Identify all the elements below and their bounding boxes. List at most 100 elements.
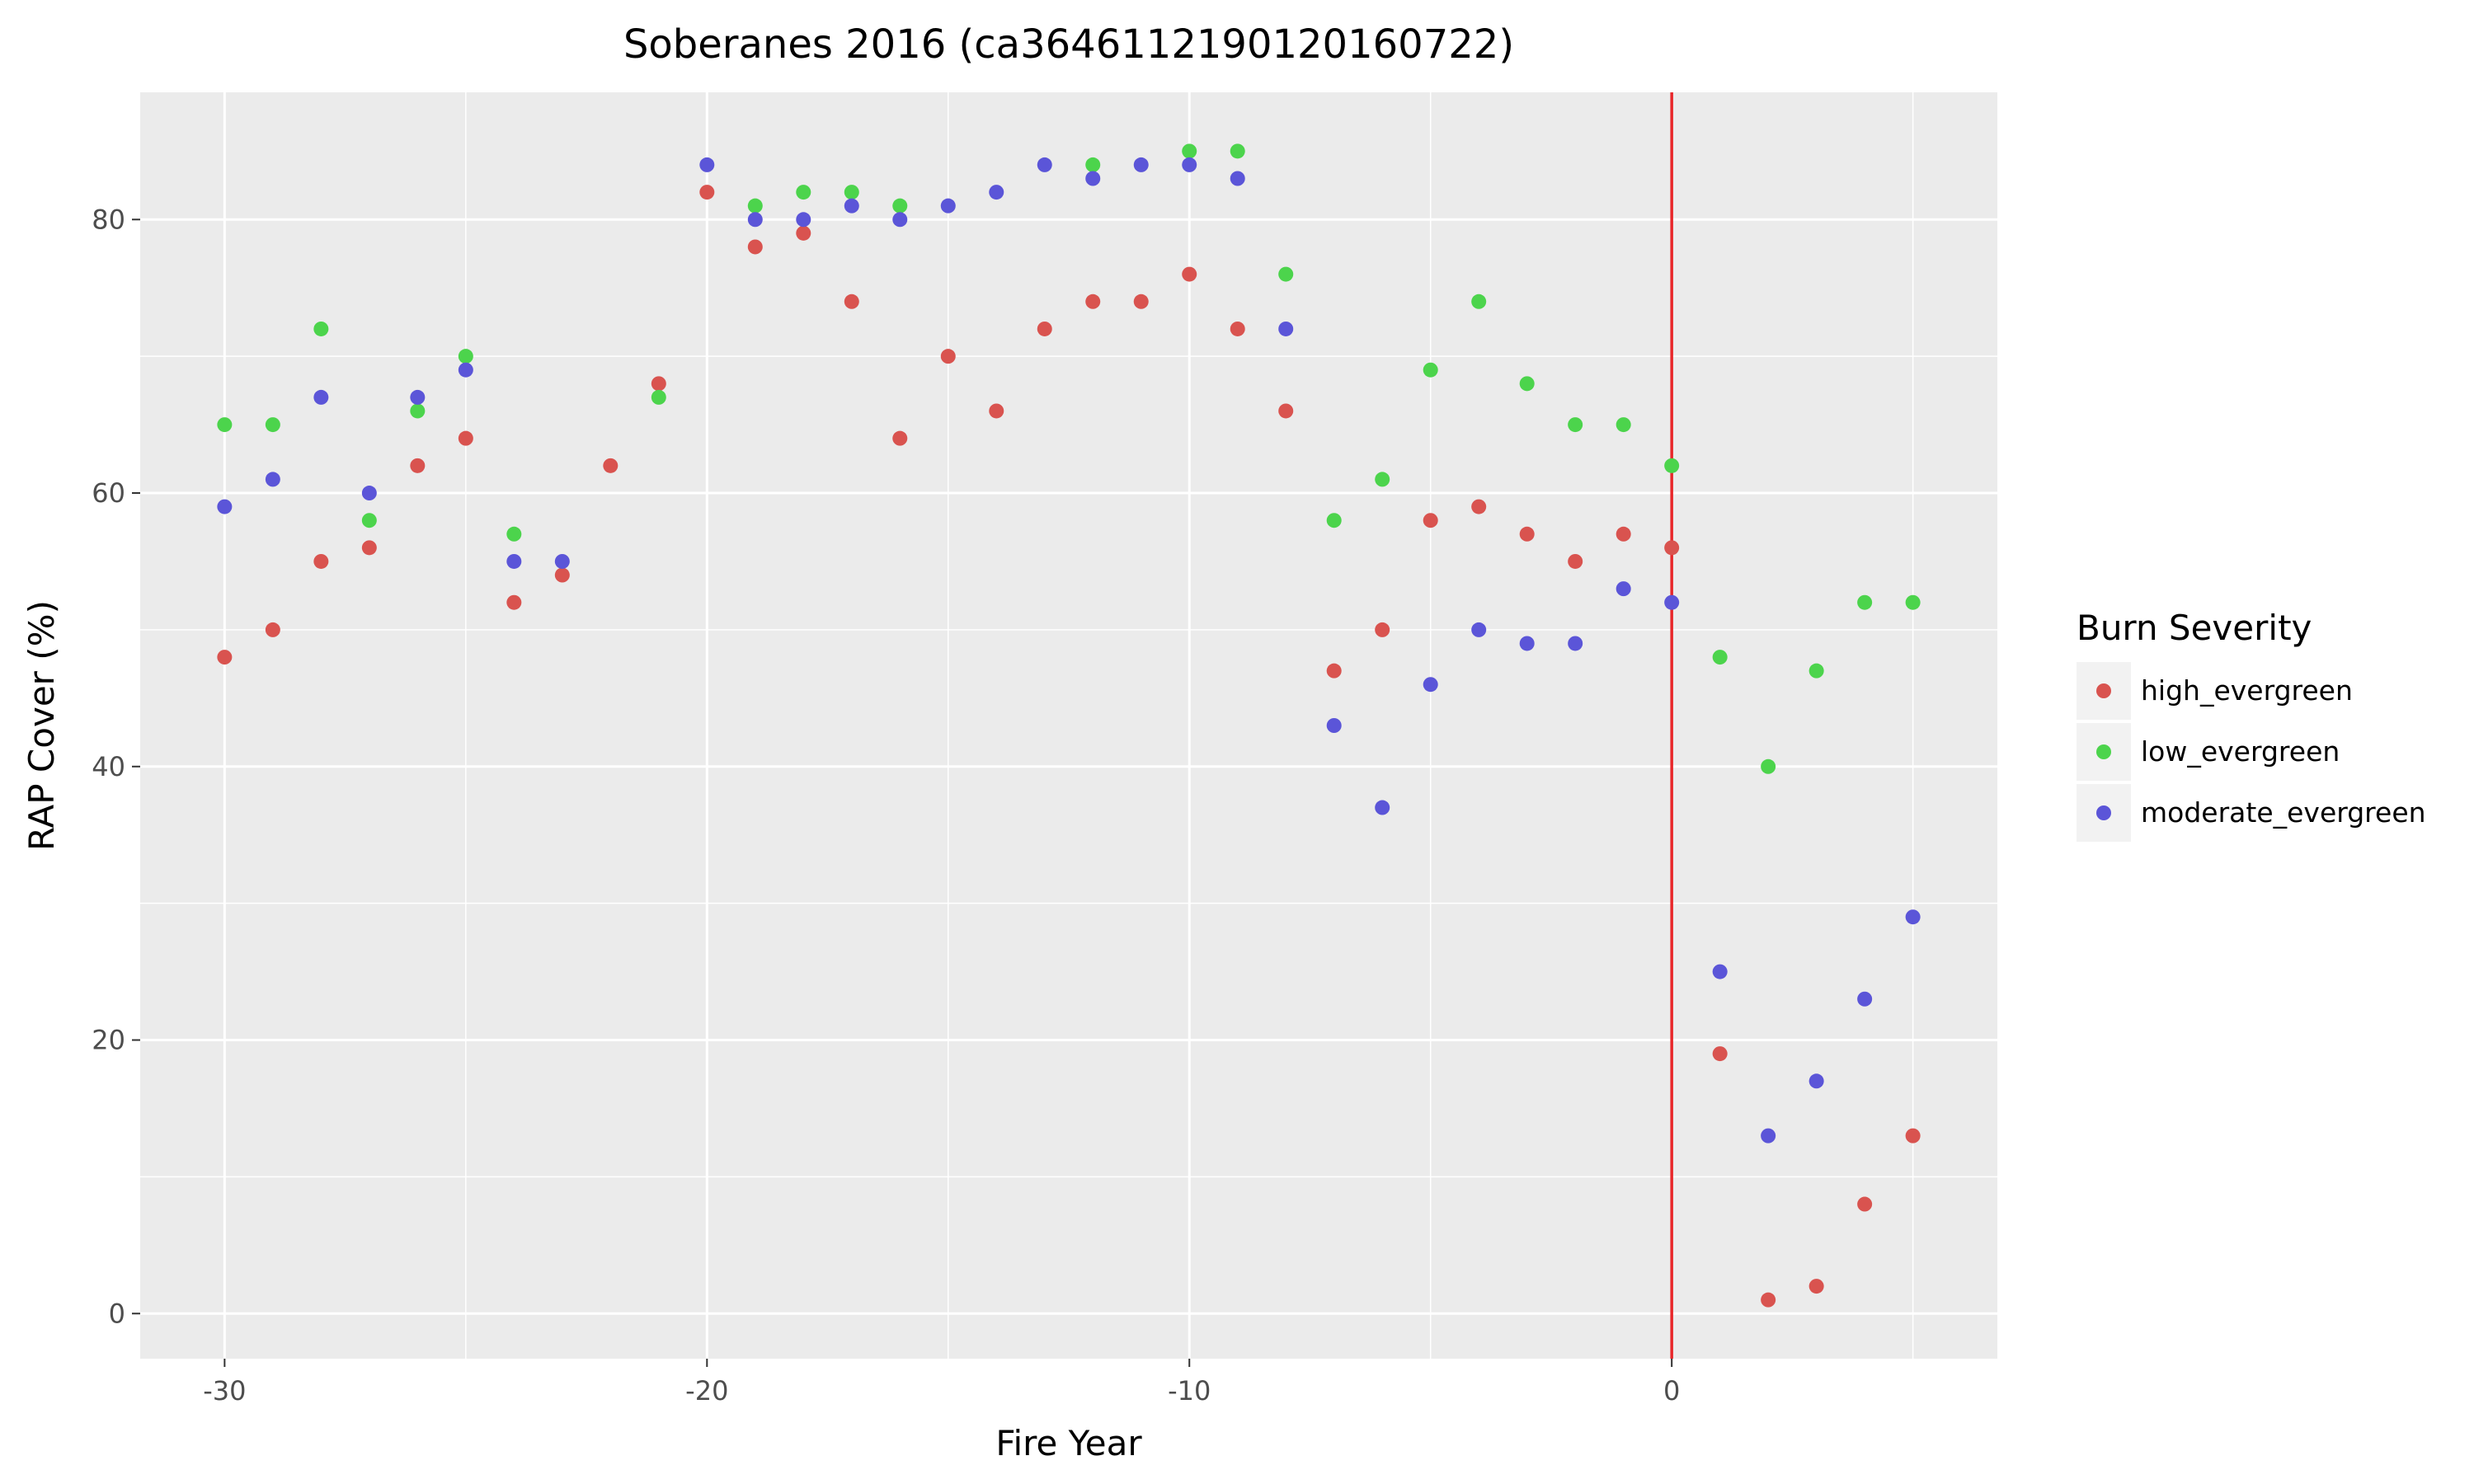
moderate_evergreen-point xyxy=(1326,718,1342,733)
low_evergreen-point xyxy=(1278,266,1294,282)
high_evergreen-point xyxy=(554,567,570,583)
moderate_evergreen-point xyxy=(1085,171,1101,186)
low_evergreen-point xyxy=(1519,376,1535,392)
moderate_evergreen-point xyxy=(554,553,570,569)
high_evergreen-point xyxy=(458,430,473,446)
moderate_evergreen-point xyxy=(1182,157,1197,172)
moderate_evergreen-point xyxy=(1037,157,1052,172)
high_evergreen-point xyxy=(1808,1279,1824,1294)
high_evergreen-point xyxy=(1326,663,1342,679)
moderate_evergreen-point xyxy=(940,198,956,214)
low_evergreen-point xyxy=(844,185,859,200)
legend-label: low_evergreen xyxy=(2141,735,2340,768)
moderate_evergreen-point xyxy=(844,198,859,214)
high_evergreen-point xyxy=(361,540,377,556)
x-axis-title: Fire Year xyxy=(995,1423,1142,1463)
low_evergreen-point xyxy=(1568,417,1583,433)
high_evergreen-point xyxy=(989,403,1004,419)
y-tick-label: 80 xyxy=(92,204,125,235)
low_evergreen-point xyxy=(1905,594,1921,610)
high_evergreen-point xyxy=(1519,526,1535,542)
low_evergreen-point xyxy=(506,526,522,542)
high_evergreen-point xyxy=(892,430,908,446)
low_evergreen-point xyxy=(796,185,811,200)
low_evergreen-point xyxy=(1808,663,1824,679)
high_evergreen-point xyxy=(940,349,956,364)
high_evergreen-point xyxy=(313,553,329,569)
low_evergreen-point xyxy=(313,321,329,336)
low_evergreen-point xyxy=(410,403,426,419)
moderate_evergreen-point xyxy=(796,212,811,228)
moderate_evergreen-point xyxy=(313,389,329,405)
low_evergreen-point xyxy=(1182,143,1197,159)
high_evergreen-point xyxy=(844,294,859,309)
moderate_evergreen-point xyxy=(265,472,280,487)
x-tick-label: 0 xyxy=(1663,1375,1680,1407)
legend-swatch xyxy=(2096,805,2111,820)
high_evergreen-point xyxy=(1568,553,1583,569)
moderate_evergreen-point xyxy=(699,157,715,172)
high_evergreen-point xyxy=(1375,622,1390,637)
legend-label: moderate_evergreen xyxy=(2141,796,2426,829)
legend-title: Burn Severity xyxy=(2077,608,2312,648)
moderate_evergreen-point xyxy=(458,362,473,378)
high_evergreen-point xyxy=(1278,403,1294,419)
y-tick-label: 60 xyxy=(92,477,125,509)
high_evergreen-point xyxy=(1857,1196,1873,1212)
x-tick-label: -30 xyxy=(203,1375,246,1407)
moderate_evergreen-point xyxy=(892,212,908,228)
data-points xyxy=(217,143,1921,1308)
high_evergreen-point xyxy=(506,594,522,610)
moderate_evergreen-point xyxy=(1712,964,1728,979)
moderate_evergreen-point xyxy=(506,553,522,569)
high_evergreen-point xyxy=(1471,499,1487,514)
high_evergreen-point xyxy=(651,376,666,392)
high_evergreen-point xyxy=(699,185,715,200)
moderate_evergreen-point xyxy=(1230,171,1245,186)
low_evergreen-point xyxy=(217,417,233,433)
high_evergreen-point xyxy=(1037,321,1052,336)
low_evergreen-point xyxy=(1326,513,1342,528)
moderate_evergreen-point xyxy=(1519,636,1535,651)
moderate_evergreen-point xyxy=(1568,636,1583,651)
low_evergreen-point xyxy=(651,389,666,405)
low_evergreen-point xyxy=(1085,157,1101,172)
moderate_evergreen-point xyxy=(217,499,233,514)
y-axis-ticks: 0 20 40 60 80 xyxy=(92,204,140,1329)
high_evergreen-point xyxy=(603,458,618,473)
high_evergreen-point xyxy=(1085,294,1101,309)
low_evergreen-point xyxy=(1761,758,1776,774)
high_evergreen-point xyxy=(747,239,763,255)
low_evergreen-point xyxy=(1857,594,1873,610)
high_evergreen-point xyxy=(1712,1046,1728,1062)
moderate_evergreen-point xyxy=(1616,581,1631,597)
y-tick-label: 0 xyxy=(109,1298,125,1329)
high_evergreen-point xyxy=(265,622,280,637)
moderate_evergreen-point xyxy=(1423,677,1438,693)
high_evergreen-point xyxy=(1761,1292,1776,1308)
moderate_evergreen-point xyxy=(1375,800,1390,815)
moderate_evergreen-point xyxy=(1278,321,1294,336)
moderate_evergreen-point xyxy=(747,212,763,228)
low_evergreen-point xyxy=(892,198,908,214)
high_evergreen-point xyxy=(217,650,233,665)
minor-gridlines xyxy=(140,92,1997,1359)
legend: Burn Severity high_evergreen low_evergree… xyxy=(2077,608,2426,842)
x-axis-ticks: -30 -20 -10 0 xyxy=(203,1359,1680,1407)
high_evergreen-point xyxy=(410,458,426,473)
legend-items: high_evergreen low_evergreen moderate_ever… xyxy=(2077,662,2426,842)
legend-swatch xyxy=(2096,683,2111,698)
high_evergreen-point xyxy=(1133,294,1149,309)
low_evergreen-point xyxy=(1712,650,1728,665)
moderate_evergreen-point xyxy=(361,486,377,501)
moderate_evergreen-point xyxy=(1664,594,1680,610)
low_evergreen-point xyxy=(1230,143,1245,159)
moderate_evergreen-point xyxy=(1133,157,1149,172)
plot-panel xyxy=(140,92,1997,1359)
low_evergreen-point xyxy=(1664,458,1680,473)
high_evergreen-point xyxy=(1182,266,1197,282)
x-tick-label: -10 xyxy=(1168,1375,1211,1407)
high_evergreen-point xyxy=(1905,1128,1921,1144)
high_evergreen-point xyxy=(1664,540,1680,556)
